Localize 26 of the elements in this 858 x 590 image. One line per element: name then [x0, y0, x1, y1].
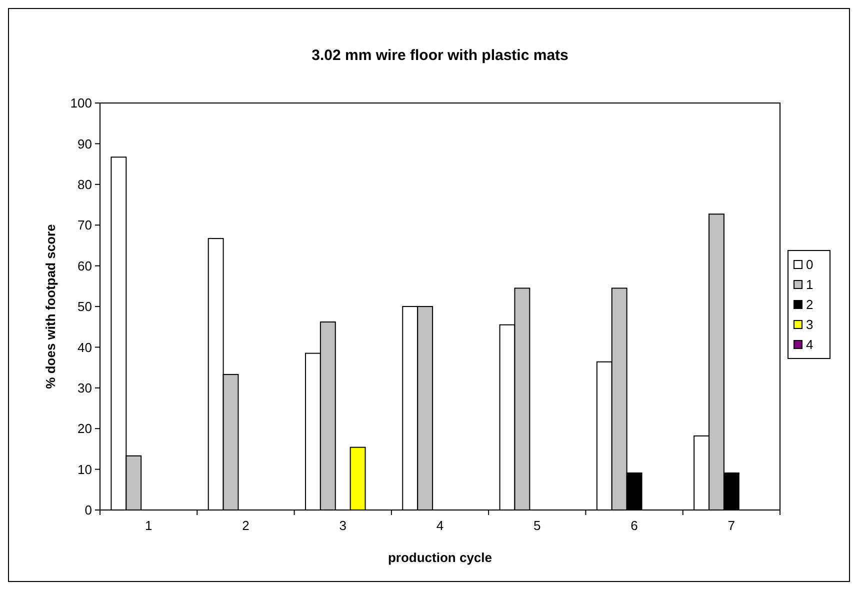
y-tick-label: 80: [78, 176, 92, 192]
y-tick-label: 50: [78, 299, 92, 314]
y-tick-label: 100: [70, 96, 92, 111]
legend-label: 4: [806, 337, 814, 352]
legend-label: 3: [806, 317, 814, 332]
y-tick-label: 20: [78, 421, 92, 436]
y-tick-label: 40: [78, 340, 92, 355]
legend-label: 2: [806, 297, 814, 312]
chart-title: 3.02 mm wire floor with plastic mats: [312, 47, 568, 64]
y-tick-label: 30: [78, 380, 92, 396]
legend-label: 0: [806, 257, 814, 272]
x-tick-label: 3: [339, 518, 346, 533]
x-tick-label: 7: [728, 518, 736, 533]
x-tick-label: 2: [242, 518, 250, 533]
x-tick-label: 5: [534, 518, 541, 533]
x-tick-label: 1: [144, 518, 152, 533]
x-tick-label: 6: [630, 518, 638, 533]
y-axis-title: % does with footpad score: [43, 224, 58, 389]
x-tick-label: 4: [436, 518, 444, 533]
x-axis-title: production cycle: [388, 550, 492, 565]
y-tick-label: 0: [84, 502, 92, 518]
y-tick-label: 70: [78, 218, 92, 233]
y-tick-label: 10: [78, 462, 92, 477]
y-tick-label: 90: [78, 136, 92, 152]
legend-label: 1: [806, 277, 814, 292]
y-tick-label: 60: [78, 258, 92, 274]
